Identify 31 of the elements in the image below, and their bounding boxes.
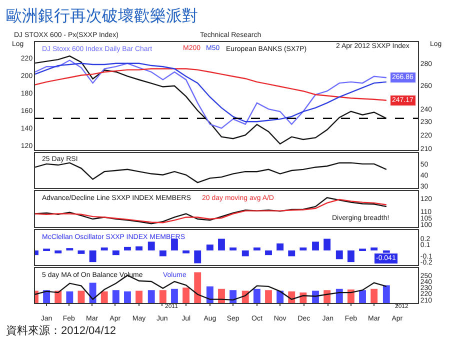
bar: [288, 250, 296, 256]
bar: [171, 238, 178, 250]
bar: [370, 248, 378, 250]
bar: [159, 250, 166, 256]
bar: [78, 250, 85, 254]
line-series: [35, 162, 387, 184]
bar: [136, 246, 142, 250]
line-series: [35, 68, 387, 101]
bar: [182, 250, 190, 254]
bar: [324, 238, 331, 250]
bar: [253, 248, 260, 250]
bar: [206, 244, 214, 250]
bar: [265, 250, 272, 256]
bar: [89, 250, 96, 262]
bar: [336, 250, 343, 260]
bar: [100, 248, 108, 250]
bar: [54, 250, 62, 254]
bar: [347, 250, 354, 262]
bar: [194, 250, 202, 264]
bar: [218, 238, 225, 250]
bar: [148, 242, 155, 250]
bar: [300, 248, 307, 250]
bar: [242, 250, 249, 256]
chart-title: 歐洲銀行再次破壞歡樂派對: [6, 7, 198, 25]
bar: [124, 246, 131, 250]
bar: [112, 250, 120, 256]
bar: [230, 248, 237, 250]
bar: [276, 243, 284, 250]
bar: [312, 242, 319, 250]
line-series: [35, 55, 387, 144]
source-note: 資料來源：2012/04/12: [6, 324, 116, 337]
